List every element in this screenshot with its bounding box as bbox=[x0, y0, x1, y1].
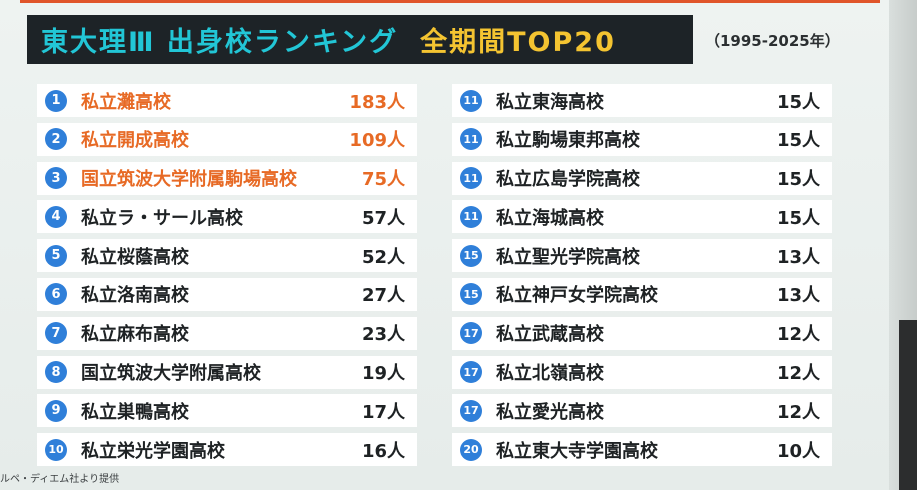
ranking-row: 20 私立東大寺学園高校 10人 bbox=[452, 433, 832, 467]
student-count: 57人 bbox=[361, 207, 405, 229]
school-name: 私立広島学院高校 bbox=[496, 169, 640, 191]
title-bar: 東大理Ⅲ 出身校ランキング 全期間TOP20 bbox=[27, 15, 693, 64]
school-name: 私立武蔵高校 bbox=[496, 324, 604, 346]
student-count: 15人 bbox=[776, 91, 820, 113]
ranking-row: 10 私立栄光学園高校 16人 bbox=[37, 433, 417, 467]
school-name: 私立駒場東邦高校 bbox=[496, 130, 640, 152]
rank-badge: 5 bbox=[45, 244, 67, 267]
student-count: 13人 bbox=[776, 246, 820, 268]
ranking-row: 8 国立筑波大学附属高校 19人 bbox=[37, 355, 417, 389]
rank-badge: 2 bbox=[45, 128, 67, 151]
top-accent-line bbox=[20, 0, 880, 3]
rank-badge: 3 bbox=[45, 167, 67, 190]
rank-badge: 17 bbox=[460, 361, 482, 384]
rank-badge: 11 bbox=[460, 205, 482, 228]
ranking-row: 7 私立麻布高校 23人 bbox=[37, 316, 417, 350]
title-accent: 全期間TOP20 bbox=[420, 27, 616, 58]
student-count: 16人 bbox=[361, 440, 405, 462]
rank-badge: 17 bbox=[460, 399, 482, 422]
student-count: 15人 bbox=[776, 130, 820, 152]
ranking-row: 11 私立海城高校 15人 bbox=[452, 200, 832, 234]
ranking-right-column: 11 私立東海高校 15人 11 私立駒場東邦高校 15人 11 私立広島学院高… bbox=[452, 84, 832, 472]
student-count: 12人 bbox=[776, 363, 820, 385]
rank-badge: 11 bbox=[460, 89, 482, 112]
student-count: 12人 bbox=[776, 324, 820, 346]
student-count: 23人 bbox=[361, 324, 405, 346]
rank-badge: 9 bbox=[45, 399, 67, 422]
rank-badge: 7 bbox=[45, 322, 67, 345]
source-credit: ルペ・ディエム社より提供 bbox=[0, 474, 120, 485]
ranking-row: 11 私立広島学院高校 15人 bbox=[452, 161, 832, 195]
school-name: 国立筑波大学附属高校 bbox=[81, 363, 261, 385]
school-name: 私立聖光学院高校 bbox=[496, 246, 640, 268]
right-edge-dark-strip bbox=[899, 320, 917, 490]
student-count: 109人 bbox=[349, 130, 405, 152]
student-count: 27人 bbox=[361, 285, 405, 307]
rank-badge: 15 bbox=[460, 244, 482, 267]
school-name: 国立筑波大学附属駒場高校 bbox=[81, 169, 297, 191]
title-main: 東大理Ⅲ 出身校ランキング bbox=[41, 27, 399, 58]
ranking-row: 17 私立愛光高校 12人 bbox=[452, 394, 832, 428]
student-count: 15人 bbox=[776, 169, 820, 191]
ranking-left-column: 1 私立灘高校 183人 2 私立開成高校 109人 3 国立筑波大学附属駒場高… bbox=[37, 84, 417, 472]
period-label: （1995-2025年） bbox=[705, 32, 840, 50]
student-count: 12人 bbox=[776, 401, 820, 423]
school-name: 私立麻布高校 bbox=[81, 324, 189, 346]
school-name: 私立東大寺学園高校 bbox=[496, 440, 658, 462]
ranking-row: 11 私立駒場東邦高校 15人 bbox=[452, 122, 832, 156]
rank-badge: 10 bbox=[45, 438, 67, 461]
rank-badge: 6 bbox=[45, 283, 67, 306]
school-name: 私立愛光高校 bbox=[496, 401, 604, 423]
school-name: 私立海城高校 bbox=[496, 207, 604, 229]
ranking-row: 2 私立開成高校 109人 bbox=[37, 122, 417, 156]
ranking-row: 3 国立筑波大学附属駒場高校 75人 bbox=[37, 161, 417, 195]
ranking-row: 17 私立北嶺高校 12人 bbox=[452, 355, 832, 389]
rank-badge: 11 bbox=[460, 128, 482, 151]
rank-badge: 4 bbox=[45, 205, 67, 228]
school-name: 私立栄光学園高校 bbox=[81, 440, 225, 462]
ranking-row: 15 私立神戸女学院高校 13人 bbox=[452, 277, 832, 311]
ranking-row: 1 私立灘高校 183人 bbox=[37, 84, 417, 117]
rank-badge: 8 bbox=[45, 361, 67, 384]
school-name: 私立桜蔭高校 bbox=[81, 246, 189, 268]
school-name: 私立東海高校 bbox=[496, 91, 604, 113]
school-name: 私立神戸女学院高校 bbox=[496, 285, 658, 307]
ranking-row: 15 私立聖光学院高校 13人 bbox=[452, 239, 832, 273]
ranking-row: 5 私立桜蔭高校 52人 bbox=[37, 239, 417, 273]
rank-badge: 20 bbox=[460, 438, 482, 461]
school-name: 私立開成高校 bbox=[81, 130, 189, 152]
school-name: 私立洛南高校 bbox=[81, 285, 189, 307]
student-count: 75人 bbox=[361, 169, 405, 191]
rank-badge: 15 bbox=[460, 283, 482, 306]
student-count: 10人 bbox=[776, 440, 820, 462]
student-count: 17人 bbox=[361, 401, 405, 423]
student-count: 183人 bbox=[349, 91, 405, 113]
student-count: 15人 bbox=[776, 207, 820, 229]
ranking-row: 9 私立巣鴨高校 17人 bbox=[37, 394, 417, 428]
ranking-row: 17 私立武蔵高校 12人 bbox=[452, 316, 832, 350]
student-count: 52人 bbox=[361, 246, 405, 268]
student-count: 13人 bbox=[776, 285, 820, 307]
rank-badge: 17 bbox=[460, 322, 482, 345]
school-name: 私立ラ・サール高校 bbox=[81, 207, 243, 229]
school-name: 私立灘高校 bbox=[81, 91, 171, 113]
ranking-row: 4 私立ラ・サール高校 57人 bbox=[37, 200, 417, 234]
ranking-row: 6 私立洛南高校 27人 bbox=[37, 277, 417, 311]
school-name: 私立巣鴨高校 bbox=[81, 401, 189, 423]
ranking-row: 11 私立東海高校 15人 bbox=[452, 84, 832, 117]
rank-badge: 1 bbox=[45, 89, 67, 112]
school-name: 私立北嶺高校 bbox=[496, 363, 604, 385]
rank-badge: 11 bbox=[460, 167, 482, 190]
student-count: 19人 bbox=[361, 363, 405, 385]
